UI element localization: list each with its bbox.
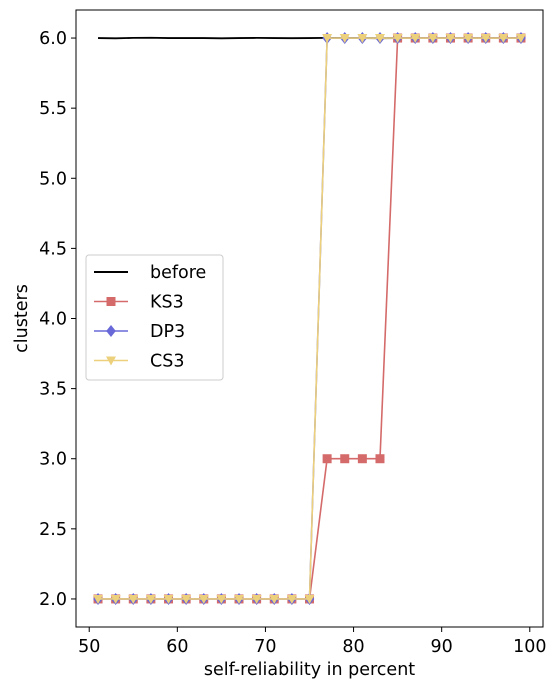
x-tick-label: 60	[166, 637, 188, 657]
y-tick-label: 6.0	[39, 29, 67, 49]
data-point-CS3	[322, 34, 333, 44]
series-layer	[93, 32, 526, 605]
x-tick-label: 80	[342, 637, 364, 657]
data-point-CS3	[498, 34, 509, 44]
series-CS3	[93, 34, 526, 604]
data-point-KS3	[375, 454, 385, 464]
x-tick-label: 70	[254, 637, 276, 657]
legend-label: KS3	[150, 293, 184, 313]
data-point-CS3	[286, 594, 297, 604]
data-point-CS3	[163, 594, 174, 604]
y-tick-label: 3.0	[39, 450, 67, 470]
data-point-KS3	[340, 454, 350, 464]
y-tick-label: 3.5	[39, 380, 67, 400]
data-point-CS3	[357, 34, 368, 44]
y-tick-label: 2.0	[39, 590, 67, 610]
data-point-CS3	[251, 594, 262, 604]
data-point-CS3	[181, 594, 192, 604]
y-tick-label: 2.5	[39, 520, 67, 540]
legend-label: DP3	[150, 322, 185, 342]
data-point-CS3	[410, 34, 421, 44]
x-axis-label: self-reliability in percent	[204, 660, 415, 680]
data-point-CS3	[427, 34, 438, 44]
data-point-CS3	[480, 34, 491, 44]
legend-marker	[106, 297, 116, 306]
data-point-CS3	[93, 594, 104, 604]
legend-entry-CS3: CS3	[94, 352, 184, 372]
data-point-CS3	[304, 594, 315, 604]
data-point-CS3	[463, 34, 474, 44]
data-point-CS3	[515, 34, 526, 44]
y-tick-label: 4.0	[39, 310, 67, 330]
y-tick-label: 5.0	[39, 169, 67, 189]
data-point-CS3	[445, 34, 456, 44]
data-point-CS3	[128, 594, 139, 604]
x-tick-label: 50	[78, 637, 100, 657]
legend-entry-KS3: KS3	[94, 293, 184, 313]
legend-marker	[106, 356, 116, 366]
y-tick-label: 4.5	[39, 239, 67, 259]
legend: before KS3 DP3 CS3	[85, 254, 224, 381]
data-point-KS3	[322, 454, 332, 464]
x-tick-label: 100	[513, 637, 546, 657]
data-point-CS3	[234, 594, 245, 604]
legend-entry-before: before	[94, 263, 206, 283]
x-tick-label: 90	[431, 637, 453, 657]
ticks-layer: 50 60 70 80 90 100 2.0 2.5 3.0 3.5 4.0 4.5 5.0 5.5 6.0	[39, 29, 546, 657]
y-tick-label: 5.5	[39, 99, 67, 119]
data-point-CS3	[374, 34, 385, 44]
data-point-CS3	[145, 594, 156, 604]
data-point-KS3	[357, 454, 367, 464]
data-point-CS3	[216, 594, 227, 604]
data-point-CS3	[339, 34, 350, 44]
legend-box	[85, 254, 224, 381]
legend-label: CS3	[150, 352, 184, 372]
data-point-CS3	[198, 594, 209, 604]
y-axis-label: clusters	[12, 284, 32, 353]
data-point-CS3	[392, 34, 403, 44]
legend-marker	[106, 325, 116, 337]
legend-entry-DP3: DP3	[94, 322, 185, 342]
data-point-CS3	[110, 594, 121, 604]
data-point-CS3	[269, 594, 280, 604]
plot-frame	[75, 9, 544, 628]
legend-label: before	[150, 263, 206, 283]
